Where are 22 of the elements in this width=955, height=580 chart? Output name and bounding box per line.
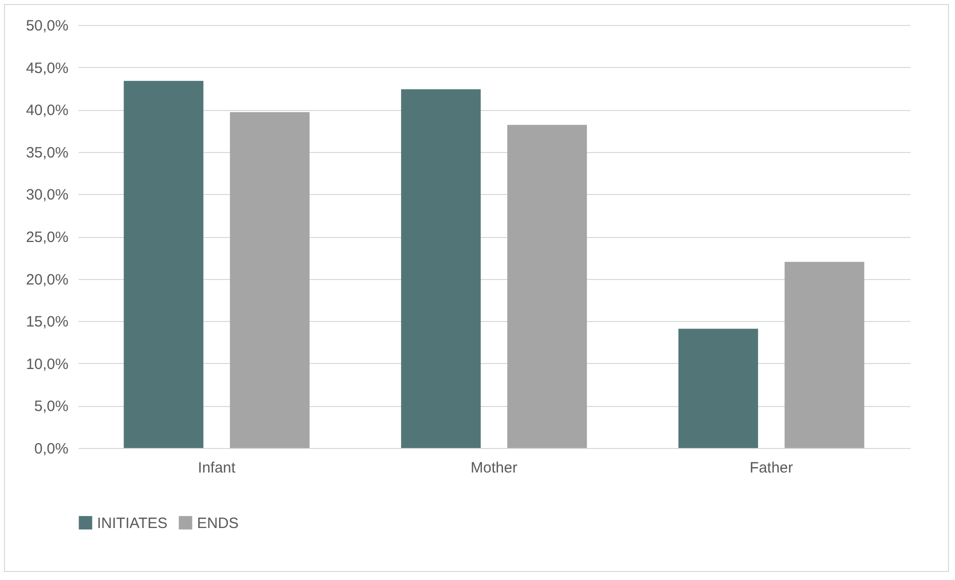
bar bbox=[401, 89, 481, 448]
y-tick-label: 45,0% bbox=[26, 60, 68, 77]
y-tick-label: 35,0% bbox=[26, 144, 68, 162]
x-tick-label: Mother bbox=[470, 460, 518, 476]
x-tick-label: Father bbox=[750, 460, 794, 476]
y-tick-label: 50,0% bbox=[26, 18, 68, 34]
y-tick-label: 20,0% bbox=[26, 271, 68, 288]
y-tick-label: 25,0% bbox=[26, 229, 68, 246]
legend-label: INITIATES bbox=[97, 514, 168, 532]
bar bbox=[124, 80, 204, 448]
y-tick-label: 5,0% bbox=[34, 398, 68, 416]
bar bbox=[678, 328, 758, 448]
x-tick-label: Infant bbox=[198, 460, 236, 476]
legend-label: ENDS bbox=[197, 514, 239, 532]
y-tick-label: 10,0% bbox=[26, 356, 68, 373]
y-tick-label: 0,0% bbox=[34, 440, 68, 458]
bar bbox=[230, 112, 310, 448]
bar bbox=[507, 124, 587, 448]
bar bbox=[784, 262, 864, 448]
y-tick-label: 30,0% bbox=[26, 186, 68, 204]
y-tick-label: 40,0% bbox=[26, 102, 68, 120]
y-tick-label: 15,0% bbox=[26, 314, 68, 331]
